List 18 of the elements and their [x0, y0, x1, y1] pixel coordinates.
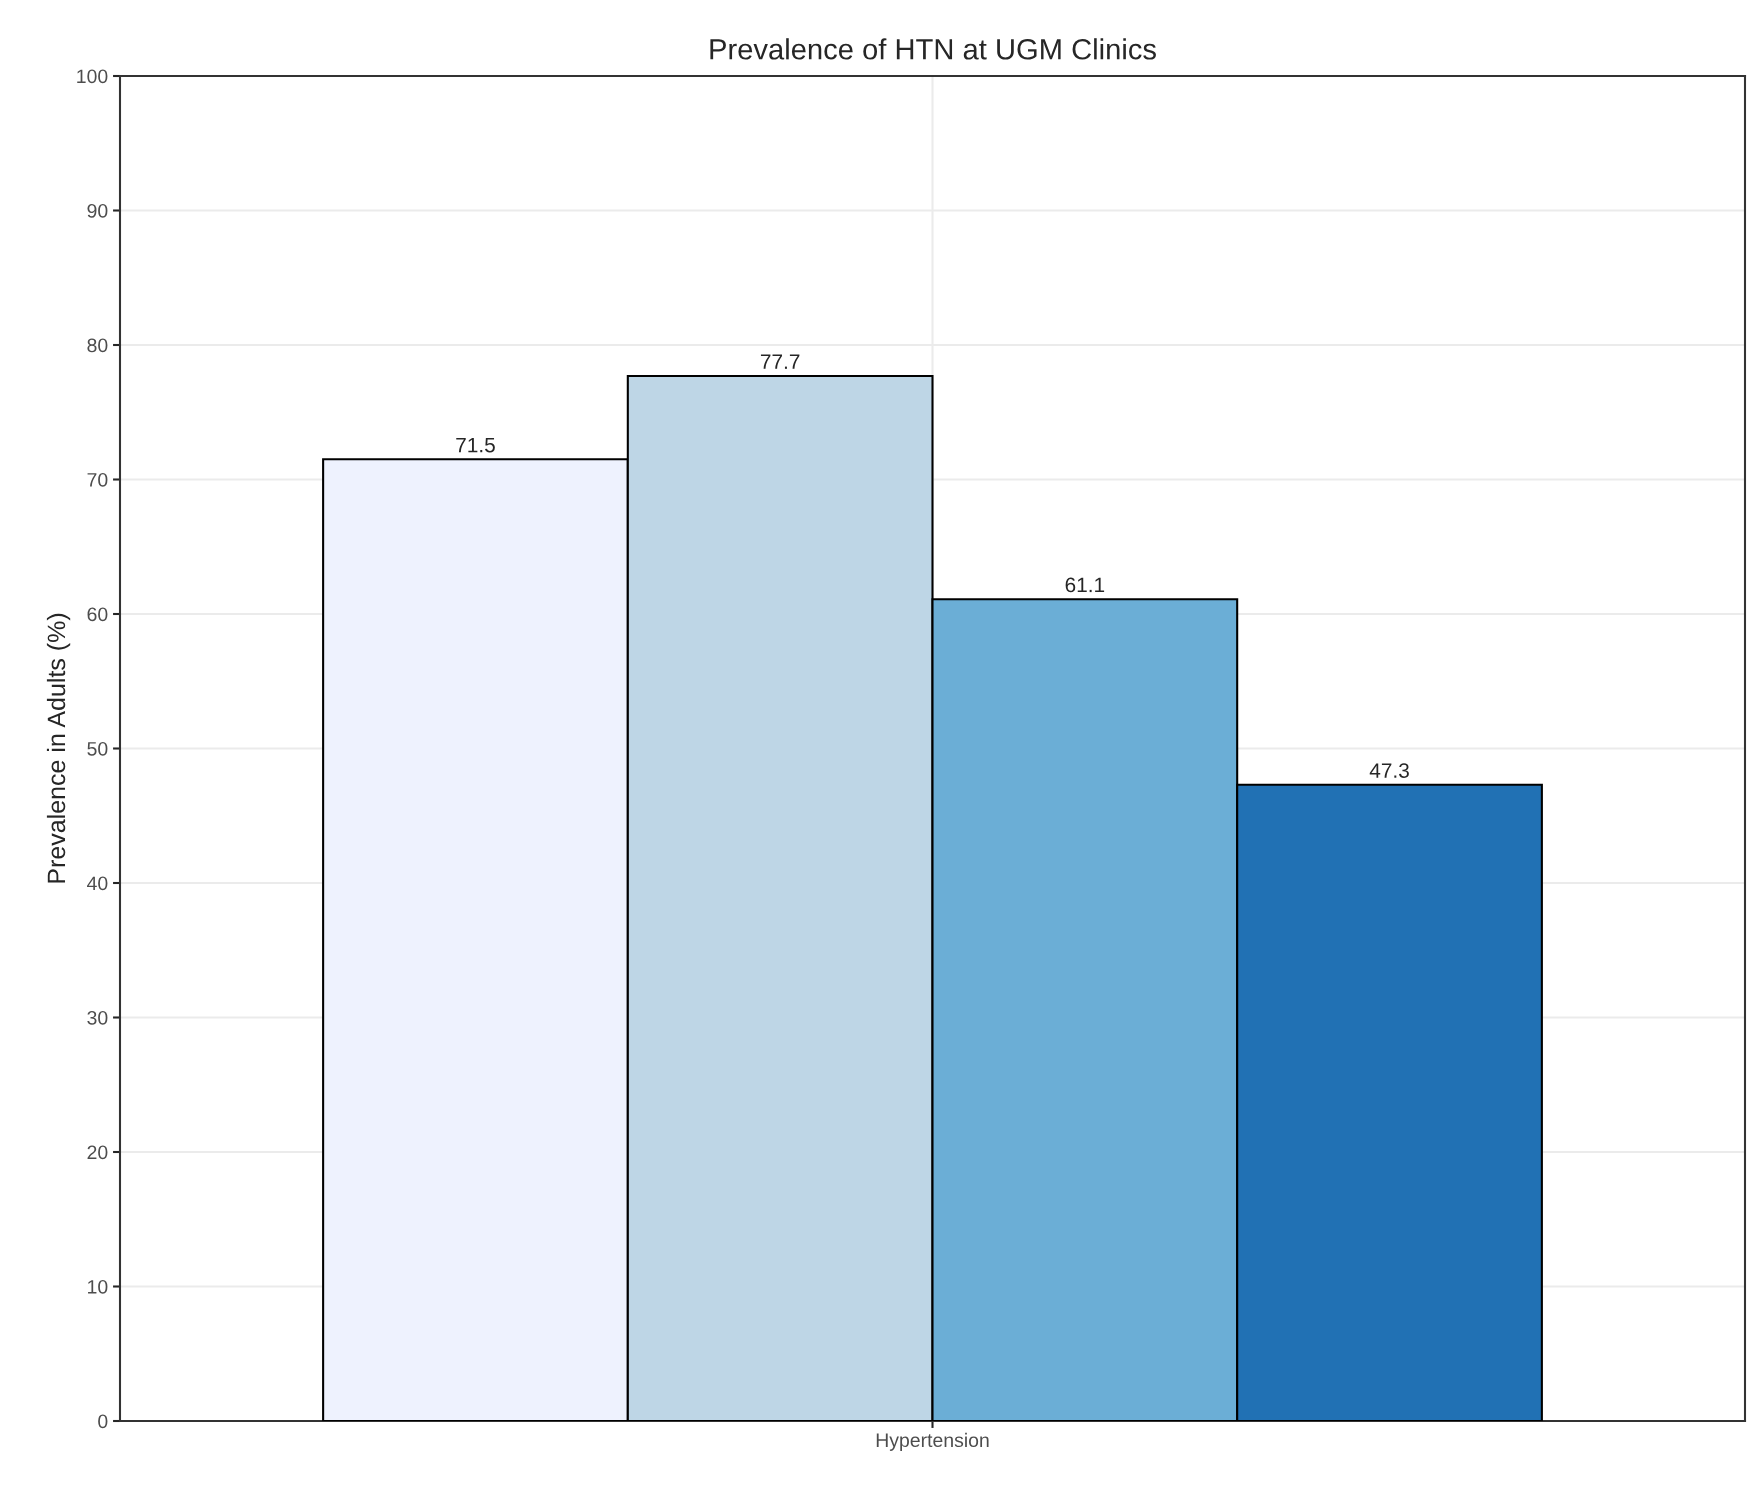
data-label: 77.7: [760, 354, 800, 369]
y-tick-label: 40: [87, 876, 108, 891]
y-axis-title: Prevalence in Adults (%): [46, 613, 71, 883]
chart-title: Prevalence of HTN at UGM Clinics: [710, 38, 1156, 60]
data-label: 47.3: [1369, 763, 1409, 778]
data-label: 61.1: [1065, 577, 1105, 593]
y-tick-label: 70: [87, 472, 108, 487]
y-tick-label: 0: [98, 1414, 108, 1429]
y-tick-label: 30: [87, 1010, 108, 1025]
x-tick-label: Hypertension: [876, 1432, 989, 1451]
y-tick-label: 10: [88, 1279, 108, 1294]
y-tick-label: 90: [87, 203, 108, 218]
data-label: 71.5: [456, 437, 495, 453]
y-tick-label: 100: [77, 69, 108, 84]
y-tick-label: 80: [87, 338, 108, 353]
y-tick-label: 20: [87, 1145, 108, 1160]
y-tick-label: 60: [87, 607, 108, 622]
y-tick-label: 50: [87, 741, 108, 756]
